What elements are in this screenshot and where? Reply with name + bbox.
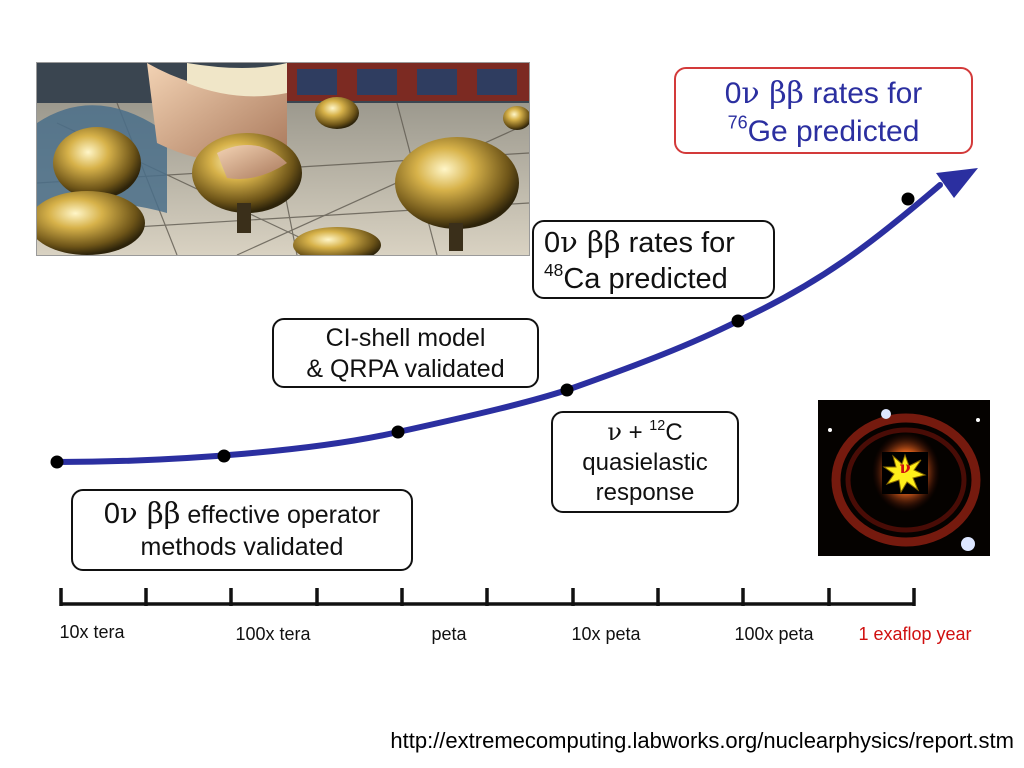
op-effective-operator: effective operator: [180, 501, 381, 529]
neutrino-carbon-callout: ν + 12C quasielastic response: [551, 411, 739, 513]
axis-label-10x-tera: 10x tera: [59, 622, 125, 642]
ge-prediction-callout: 0ν ββ rates for 76Ge predicted: [674, 67, 973, 154]
ge-rates-for: rates for: [803, 77, 923, 110]
axis-label-peta: peta: [431, 624, 467, 644]
op-callout-line1: 0ν ββ effective operator: [73, 495, 411, 532]
shell-callout-line2: & QRPA validated: [306, 355, 505, 384]
detector-photo: [36, 62, 530, 256]
ca-symbols: ν ββ: [560, 225, 621, 259]
ca-callout-line1: 0ν ββ rates for: [544, 224, 773, 261]
carbon-mass-number: 12: [649, 417, 666, 434]
shell-model-callout: CI-shell model & QRPA validated: [272, 318, 539, 388]
milestone-dot: [50, 455, 64, 469]
ca-zero: 0: [544, 227, 561, 259]
nu-plus: +: [621, 419, 650, 446]
neutrino-badge: ν: [899, 458, 911, 477]
ca-rates-for: rates for: [620, 227, 735, 259]
milestone-dot: [391, 425, 405, 439]
axis-label-exaflop: 1 exaflop year: [858, 624, 972, 644]
effective-operator-callout: 0ν ββ effective operator methods validat…: [71, 489, 413, 571]
shell-callout-line1: CI-shell model: [325, 324, 486, 352]
ca-callout-line2: 48Ca predicted: [544, 261, 773, 297]
ge-mass-number: 76: [727, 111, 748, 132]
source-url[interactable]: http://extremecomputing.labworks.org/nuc…: [390, 728, 1014, 753]
ca-predicted: Ca predicted: [563, 263, 728, 296]
curve-arrowhead: [936, 168, 978, 198]
ge-zero: 0: [724, 77, 742, 110]
milestone-dot: [731, 314, 745, 328]
op-symbols: ν ββ: [120, 496, 181, 530]
axis-label-100x-tera: 100x tera: [235, 624, 311, 644]
ge-predicted: Ge predicted: [747, 114, 920, 148]
nu-callout-line1: ν + 12C: [553, 417, 737, 448]
op-zero: 0: [103, 498, 121, 530]
milestone-dot: [217, 449, 231, 463]
op-callout-line2: methods validated: [140, 533, 344, 562]
milestone-dot: [901, 192, 915, 206]
axis-label-10x-peta: 10x peta: [571, 624, 641, 644]
ca-prediction-callout: 0ν ββ rates for 48Ca predicted: [532, 220, 775, 299]
nu-callout-line3: response: [595, 479, 695, 506]
nu-callout-line2: quasielastic: [582, 449, 708, 476]
supernova-image: ν: [818, 400, 990, 556]
timeline-axis: [59, 588, 916, 606]
carbon-symbol: C: [665, 419, 683, 446]
milestone-dot: [560, 383, 574, 397]
ge-callout-line2: 76Ge predicted: [676, 113, 971, 151]
nu-symbol: ν: [607, 418, 622, 446]
ca-mass-number: 48: [544, 260, 564, 281]
ge-symbols: ν ββ: [741, 76, 804, 111]
ge-callout-line1: 0ν ββ rates for: [676, 75, 971, 113]
axis-label-100x-peta: 100x peta: [734, 624, 814, 644]
